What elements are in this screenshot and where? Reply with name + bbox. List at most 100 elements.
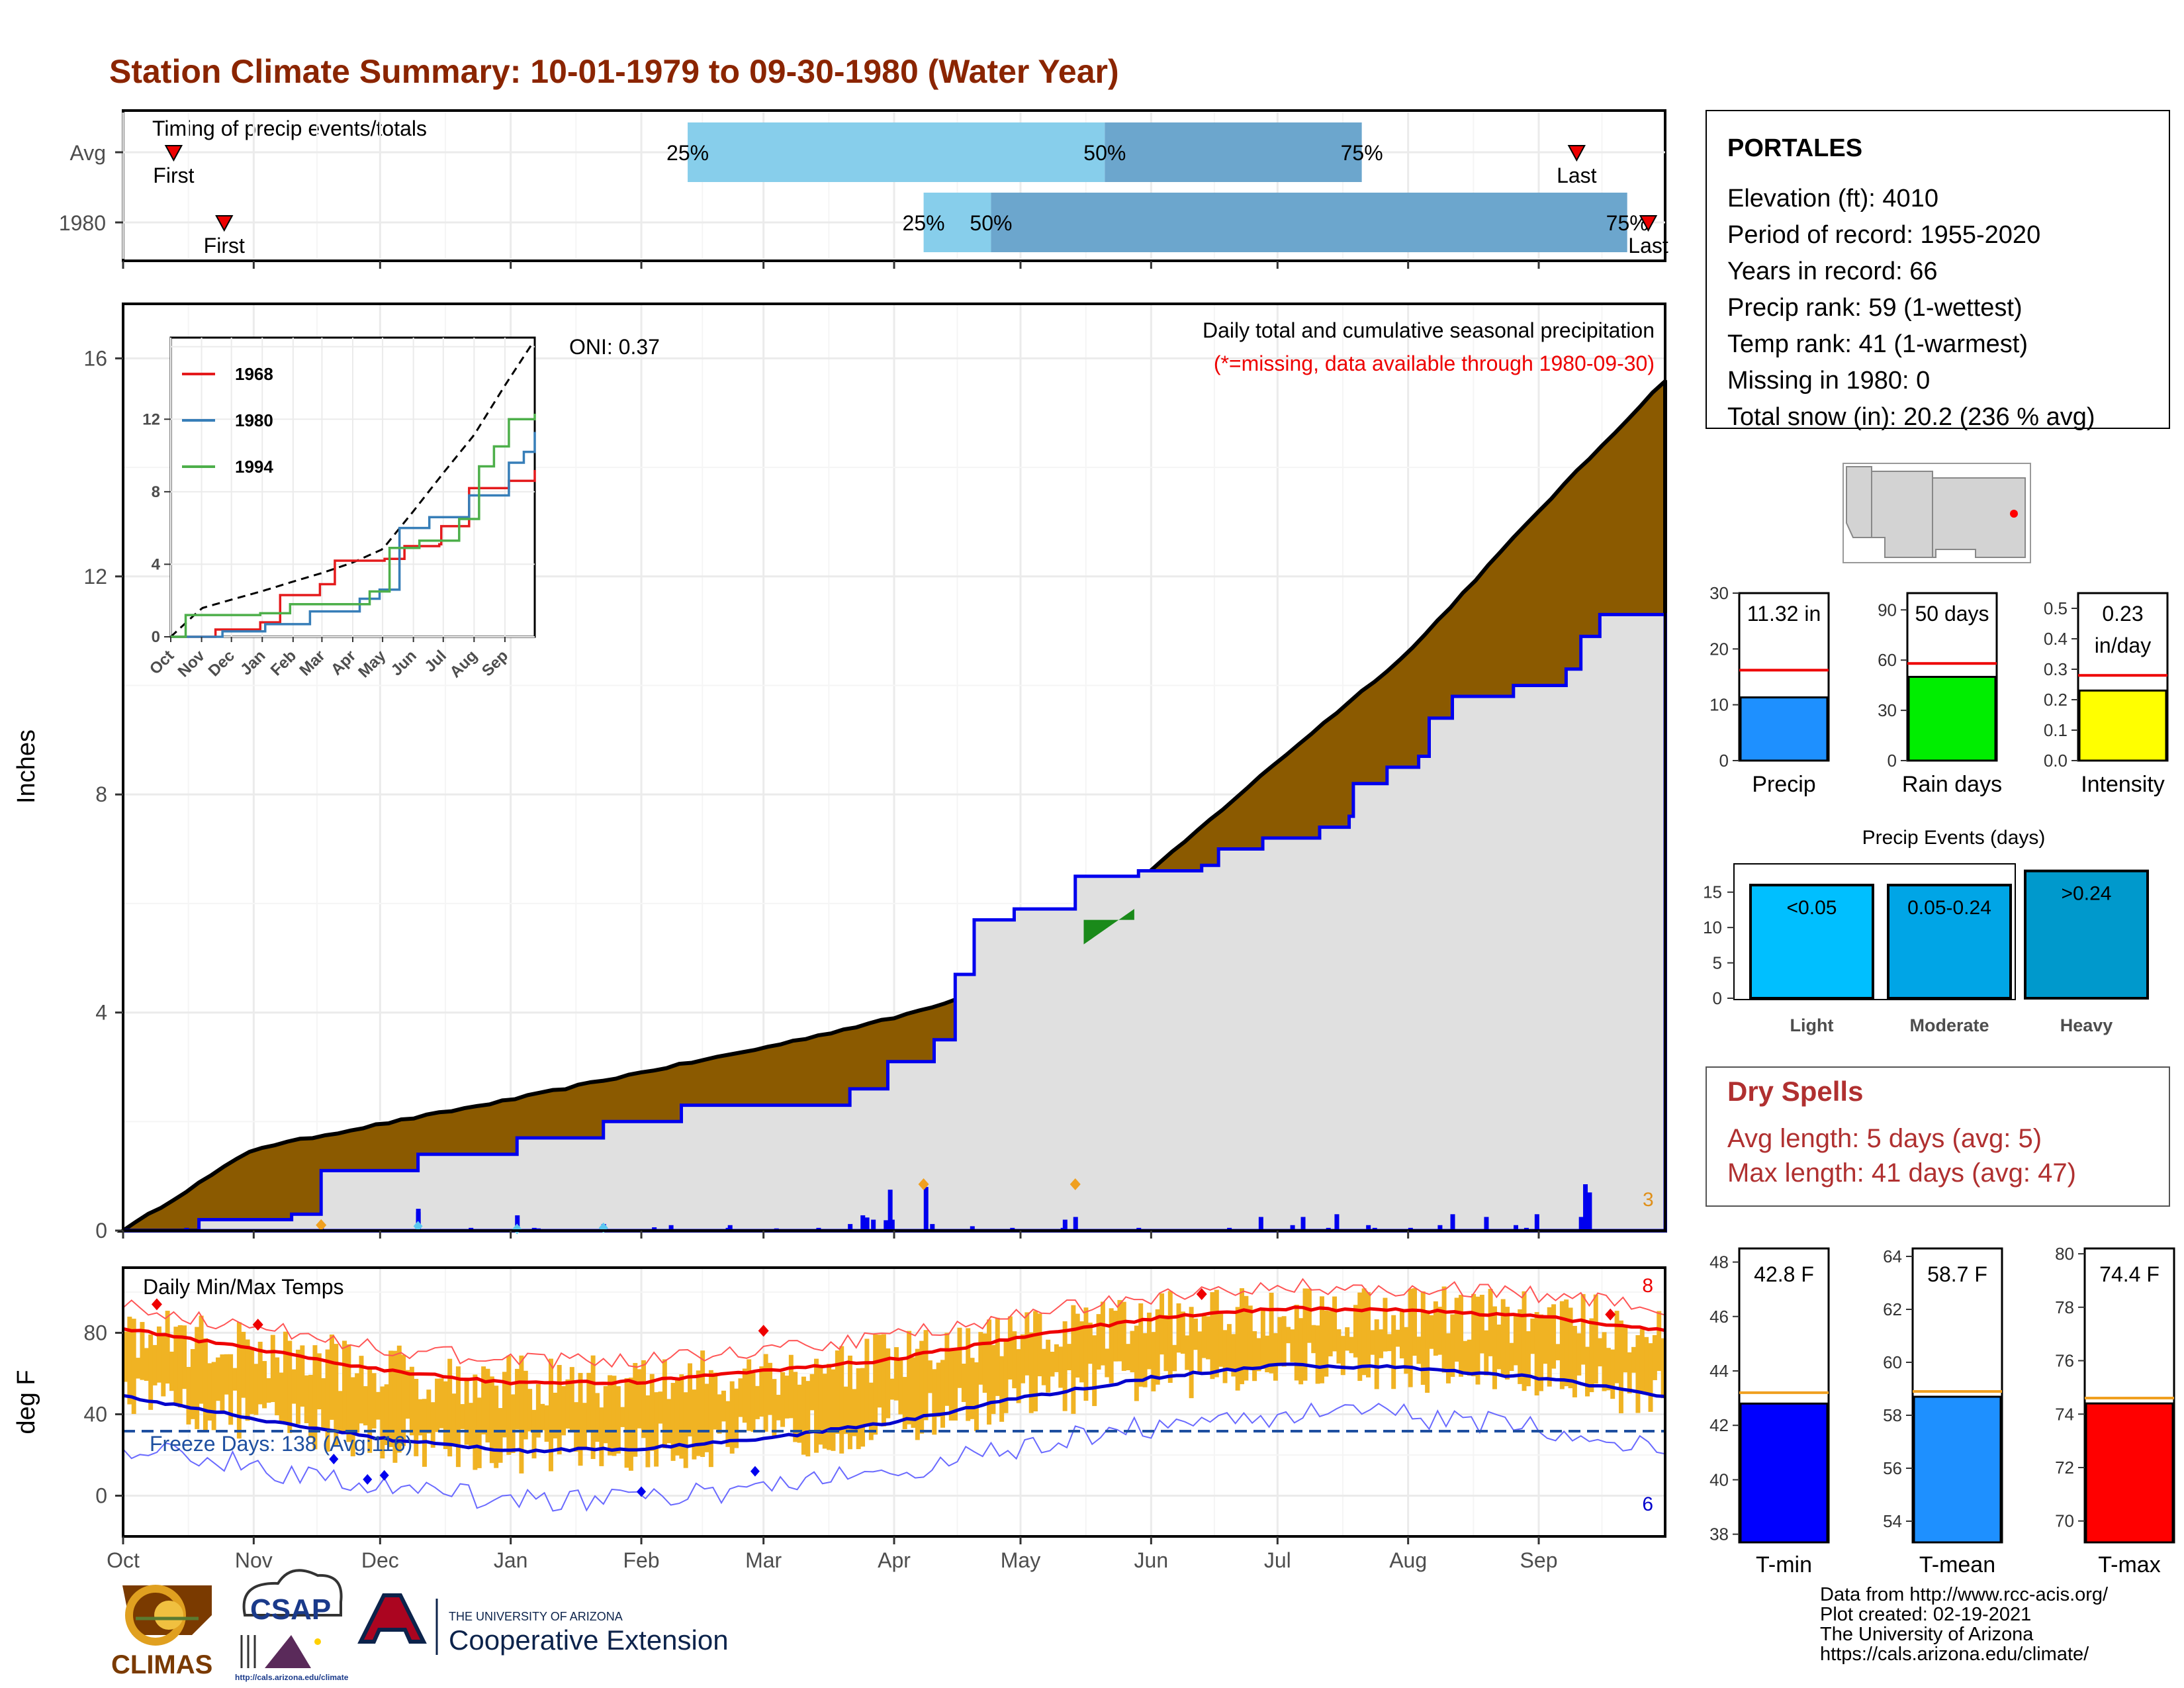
daily-temp-bar xyxy=(1117,1299,1122,1362)
summary-bar-tick-label: 0 xyxy=(1719,751,1729,771)
daily-temp-bar xyxy=(405,1370,410,1419)
temp-summary-value xyxy=(1739,1402,1829,1544)
daily-temp-bar xyxy=(927,1360,933,1393)
daily-temp-bar xyxy=(1105,1348,1110,1378)
daily-temp-bar xyxy=(1324,1310,1329,1377)
station-info-box: PORTALES Elevation (ft): 4010 Period of … xyxy=(1706,110,2170,431)
precip-ytick-label: 16 xyxy=(83,346,107,370)
daily-temp-bar xyxy=(1315,1325,1320,1384)
daily-precip-marker xyxy=(918,1178,929,1190)
month-label: Jul xyxy=(1264,1548,1291,1572)
temp-summary-value-label: 42.8 F xyxy=(1754,1262,1814,1286)
daily-temp-bar xyxy=(1160,1293,1165,1355)
daily-precip-bar xyxy=(1450,1214,1455,1231)
timing-p25-label: 25% xyxy=(666,141,709,165)
daily-temp-bar xyxy=(839,1346,844,1454)
daily-temp-bar xyxy=(1087,1323,1093,1364)
daily-temp-bar xyxy=(1404,1327,1409,1374)
daily-temp-bar xyxy=(473,1374,478,1470)
daily-precip-bar xyxy=(1524,1227,1529,1231)
daily-temp-bar xyxy=(321,1378,326,1430)
daily-temp-bar xyxy=(1623,1327,1628,1373)
daily-temp-bar xyxy=(1185,1335,1190,1370)
daily-temp-bar xyxy=(1441,1286,1447,1373)
daily-temp-bar xyxy=(535,1383,541,1438)
daily-temp-bar xyxy=(1522,1291,1527,1391)
daily-temp-bar xyxy=(1459,1295,1464,1377)
daily-precip-bar xyxy=(652,1227,657,1231)
daily-temp-bar xyxy=(1020,1334,1025,1383)
events-ytick-label: 5 xyxy=(1713,953,1722,973)
daily-temp-bar xyxy=(418,1399,423,1436)
dry-spells-max: Max length: 41 days (avg: 47) xyxy=(1727,1158,2076,1188)
temp-summary-value-label: 58.7 F xyxy=(1927,1262,1987,1286)
record-low-marker xyxy=(637,1486,647,1497)
daily-temp-bar xyxy=(186,1366,191,1425)
daily-temp-bar xyxy=(1290,1329,1295,1362)
events-bar-label: Light xyxy=(1790,1015,1834,1035)
month-label: Oct xyxy=(107,1548,140,1572)
daily-temp-bar xyxy=(1113,1311,1118,1362)
daily-temp-bar xyxy=(915,1348,920,1440)
daily-precip-bar xyxy=(469,1227,474,1231)
daily-precip-bar xyxy=(889,1219,895,1231)
daily-temp-bar xyxy=(1012,1331,1017,1389)
daily-temp-bar xyxy=(1138,1303,1144,1387)
daily-precip-bar xyxy=(416,1209,421,1231)
daily-temp-bar xyxy=(1606,1348,1611,1391)
daily-temp-bar xyxy=(793,1372,798,1442)
month-label: Mar xyxy=(745,1548,782,1572)
daily-precip-bar xyxy=(1408,1227,1413,1231)
inset-series-line xyxy=(171,414,536,638)
daily-temp-bar xyxy=(654,1392,659,1467)
daily-temp-bar xyxy=(590,1355,596,1460)
temp-summary-tick-label: 72 xyxy=(2055,1458,2074,1477)
daily-temp-bar xyxy=(519,1355,524,1474)
temp-ytick-label: 0 xyxy=(95,1483,107,1507)
daily-temp-bar xyxy=(877,1335,882,1408)
daily-temp-bar xyxy=(864,1338,870,1425)
temperature-panel: Daily Min/Max Temps Freeze Days: 138 (Av… xyxy=(13,261,1666,1572)
daily-temp-bar xyxy=(1475,1296,1480,1385)
daily-precip-bar xyxy=(668,1225,674,1231)
daily-temp-bar xyxy=(540,1403,545,1430)
daily-temp-bar xyxy=(1445,1333,1451,1383)
daily-temp-bar xyxy=(481,1366,486,1434)
daily-temp-bar xyxy=(148,1334,154,1410)
daily-temp-bar xyxy=(455,1366,461,1468)
daily-temp-bar xyxy=(1302,1288,1308,1381)
daily-temp-bar xyxy=(380,1386,385,1459)
daily-temp-bar xyxy=(1286,1327,1291,1344)
daily-temp-bar xyxy=(257,1341,263,1405)
daily-temp-bar xyxy=(1433,1301,1438,1356)
daily-temp-bar xyxy=(873,1334,878,1435)
daily-precip-bar xyxy=(1587,1192,1592,1231)
daily-temp-bar xyxy=(1336,1329,1342,1364)
daily-temp-bar xyxy=(831,1369,836,1451)
daily-temp-bar xyxy=(506,1355,512,1455)
daily-precip-bar xyxy=(1334,1214,1340,1231)
precip-events-chart: Precip Events (days) 0 5 10 15 <0.05 Light 0.0… xyxy=(1703,827,2149,1035)
daily-temp-bar xyxy=(763,1354,768,1432)
daily-temp-bar xyxy=(350,1377,355,1457)
daily-temp-bar xyxy=(827,1364,832,1450)
daily-temp-bar xyxy=(131,1319,136,1415)
daily-temp-bar xyxy=(531,1409,537,1459)
daily-temp-bar xyxy=(1079,1321,1085,1383)
inset-ytick-label: 8 xyxy=(152,483,160,501)
dry-spells-avg: Avg length: 5 days (avg: 5) xyxy=(1727,1124,2042,1153)
daily-temp-bar xyxy=(1226,1324,1232,1370)
daily-temp-bar xyxy=(384,1384,389,1445)
daily-temp-bar xyxy=(1134,1325,1139,1401)
daily-temp-bar xyxy=(199,1315,204,1404)
daily-temp-bar xyxy=(1484,1330,1489,1376)
record-low-marker xyxy=(379,1470,389,1481)
daily-temp-bar xyxy=(1437,1307,1443,1355)
daily-temp-bar xyxy=(886,1348,891,1419)
daily-temp-bar xyxy=(738,1378,743,1417)
daily-temp-bar xyxy=(140,1322,145,1380)
daily-temp-bar xyxy=(754,1385,760,1419)
daily-temp-bar xyxy=(1631,1346,1637,1373)
daily-temp-bar xyxy=(978,1332,983,1385)
daily-temp-bar xyxy=(1269,1292,1274,1374)
